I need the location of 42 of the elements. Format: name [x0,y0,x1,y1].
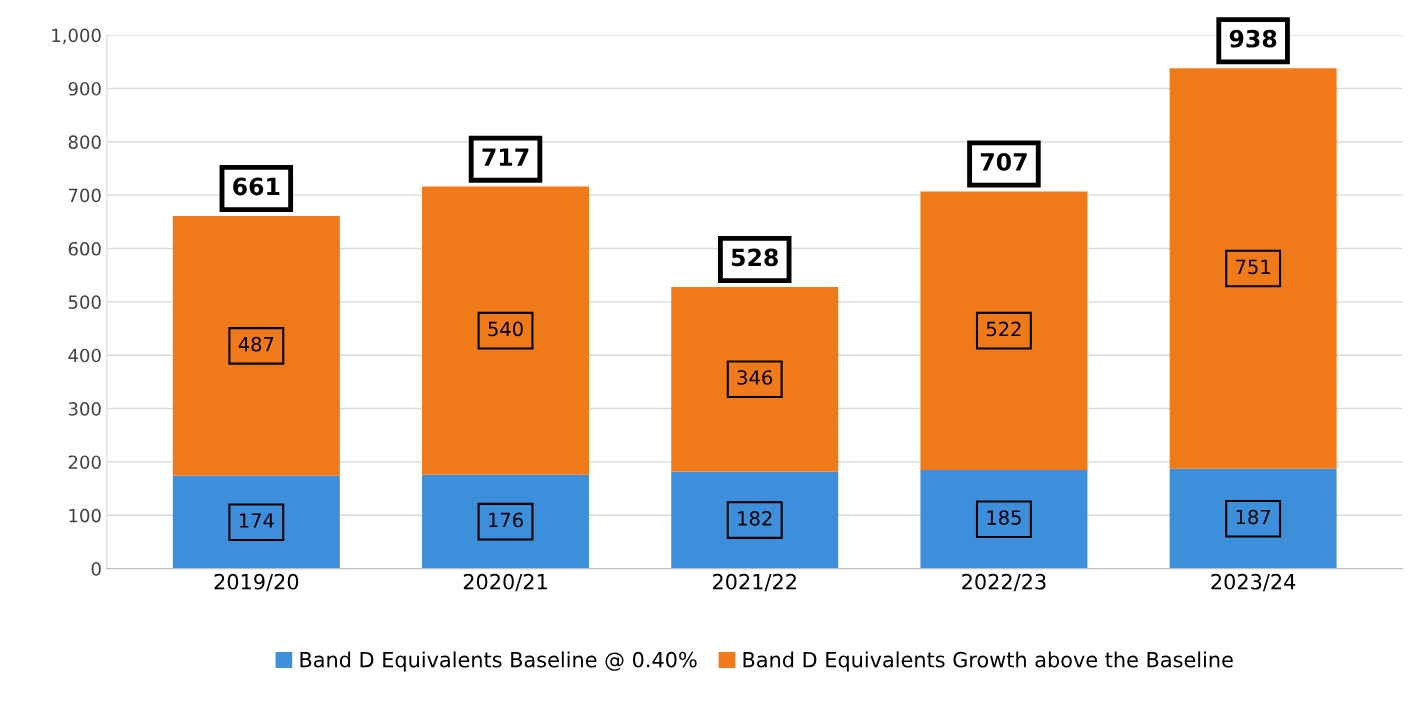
data-label: 522 [986,321,1021,337]
y-tick-label: 800 [68,135,101,149]
y-tick-label: 1,000 [52,28,101,45]
x-tick-label: 2021/22 [712,573,796,592]
total-label: 707 [980,152,1027,171]
bar [920,469,1088,569]
y-tick-label: 100 [69,508,101,523]
data-label: 751 [1236,259,1270,275]
legend-label: Band D Equivalents Baseline @ 0.40% [300,651,697,672]
data-label: 487 [238,336,274,352]
data-label: 174 [239,513,274,528]
bar [1169,68,1337,469]
bar [422,186,589,475]
y-tick-label: 600 [68,241,101,256]
data-label: 176 [489,512,523,528]
y-tick-label: 200 [68,455,101,470]
legend-label: Band D Equivalents Growth above the Baseline [743,651,1233,672]
bar [172,215,340,476]
total-label: 661 [233,177,280,196]
y-tick-label: 300 [68,402,101,416]
bar [422,474,589,569]
data-label: 182 [738,511,772,526]
y-tick-label: 0 [91,562,101,576]
bar [671,471,839,569]
bar [671,286,839,472]
total-label: 528 [731,248,778,267]
y-tick-label: 400 [68,348,101,363]
x-tick-label: 2019/20 [214,573,299,592]
x-tick-label: 2023/24 [1211,573,1296,592]
data-label: 187 [1236,509,1271,525]
data-label: 185 [987,510,1021,525]
data-label: 540 [488,321,523,337]
y-tick-label: 900 [68,81,101,96]
total-label: 938 [1229,29,1277,48]
bar [920,191,1088,470]
x-tick-label: 2022/23 [962,573,1046,592]
y-tick-label: 500 [68,295,101,309]
total-label: 717 [482,148,529,166]
y-tick-label: 700 [68,188,101,203]
x-tick-label: 2020/21 [463,573,547,592]
data-label: 346 [737,370,773,385]
bar [1169,468,1337,569]
